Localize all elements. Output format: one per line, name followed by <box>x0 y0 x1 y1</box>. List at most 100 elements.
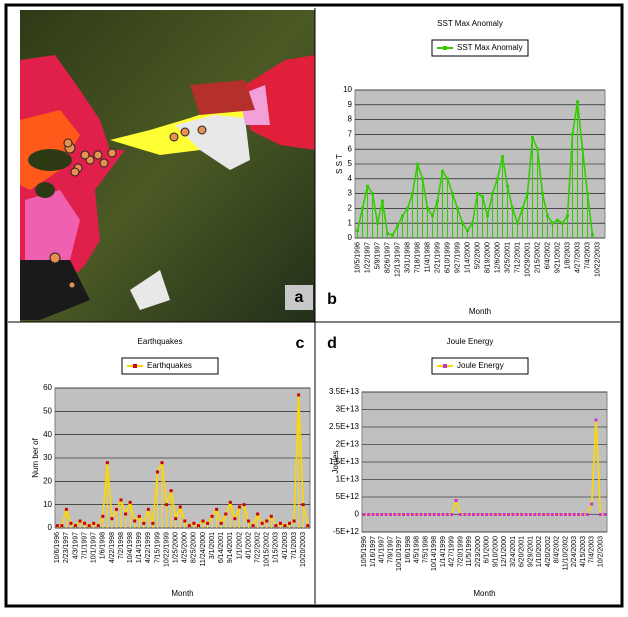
marker <box>402 513 406 516</box>
marker <box>155 470 159 474</box>
x-tick-label: 6/1/2000 <box>484 536 491 563</box>
marker <box>376 221 379 225</box>
x-tick-label: 4/25/2000 <box>182 532 189 563</box>
marker <box>128 500 132 504</box>
marker <box>361 206 364 210</box>
x-tick-label: 4/3/1997 <box>72 532 79 559</box>
marker <box>542 513 546 516</box>
heat-region <box>190 80 255 115</box>
marker <box>536 147 539 151</box>
y-tick-label: 5E+12 <box>336 492 360 501</box>
x-tick-label: 10/29/2001 <box>524 242 531 277</box>
y-tick-label: -5E+12 <box>333 527 360 536</box>
marker <box>454 499 458 502</box>
x-tick-label: 9/21/2002 <box>554 242 561 273</box>
marker <box>590 502 594 506</box>
marker <box>375 513 379 516</box>
y-tick-label: 3E+13 <box>336 405 360 414</box>
x-tick-label: 10/1/1997 <box>91 532 98 563</box>
marker <box>386 232 389 236</box>
marker <box>451 192 454 196</box>
y-tick-label: 2 <box>348 204 353 213</box>
island <box>28 149 72 171</box>
marker <box>401 214 404 218</box>
marker <box>531 135 534 139</box>
marker <box>581 513 585 516</box>
marker <box>169 489 173 493</box>
legend-label: Joule Energy <box>457 361 504 370</box>
marker <box>366 184 369 188</box>
marker <box>151 521 155 525</box>
marker <box>426 206 429 210</box>
marker <box>256 512 260 516</box>
marker <box>446 177 449 181</box>
marker <box>507 513 511 516</box>
x-tick-label: 4/27/2003 <box>574 242 581 273</box>
y-tick-label: 1.5E+13 <box>329 457 360 466</box>
marker <box>78 519 82 523</box>
x-tick-label: 4/20/2002 <box>545 536 552 567</box>
marker <box>178 505 182 509</box>
marker <box>215 507 219 511</box>
x-tick-label: 1/8/2003 <box>564 242 571 269</box>
marker <box>119 498 123 502</box>
marker <box>528 513 532 516</box>
marker <box>506 184 509 188</box>
marker <box>493 513 497 516</box>
x-tick-label: 5/9/1997 <box>374 242 381 269</box>
legend-box <box>431 39 529 57</box>
marker <box>441 169 444 173</box>
marker <box>265 519 269 523</box>
marker <box>516 221 519 225</box>
heat-region <box>25 190 80 280</box>
x-tick-label: 10/15/2002 <box>264 532 271 567</box>
marker <box>594 418 598 422</box>
marker <box>69 521 73 525</box>
x-tick-label: 1/6/1998 <box>100 532 107 559</box>
marker <box>297 393 301 397</box>
marker <box>393 513 397 516</box>
x-tick-label: 10/10/1997 <box>396 536 403 571</box>
y-tick-label: 0 <box>355 510 360 519</box>
marker <box>233 517 237 521</box>
marker <box>576 100 579 104</box>
marker <box>367 513 371 516</box>
x-tick-label: 4/5/1998 <box>414 536 421 563</box>
marker <box>283 524 287 528</box>
marker <box>541 192 544 196</box>
marker <box>498 513 502 516</box>
marker <box>301 503 305 507</box>
marker <box>461 221 464 225</box>
x-tick-label: 9/10/2000 <box>492 536 499 567</box>
marker <box>431 214 434 218</box>
y-axis-label: Num ber of <box>31 437 40 477</box>
x-tick-label: 10/14/1998 <box>431 536 438 571</box>
y-tick-label: 7 <box>348 130 353 139</box>
x-tick-label: 1/14/1999 <box>136 532 143 563</box>
y-tick-label: 10 <box>43 500 52 509</box>
marker <box>381 199 384 203</box>
x-tick-label: 6/20/2001 <box>519 536 526 567</box>
marker <box>421 177 424 181</box>
legend-label: SST Max Anomaly <box>457 43 523 52</box>
x-tick-label: 5/2/2000 <box>474 242 481 269</box>
x-tick-label: 10/20/2003 <box>300 532 307 567</box>
marker <box>491 192 494 196</box>
x-tick-label: 9/29/2001 <box>527 536 534 567</box>
x-tick-label: 12/1/2000 <box>501 536 508 567</box>
dark-region <box>20 260 90 320</box>
x-tick-label: 7/18/1998 <box>414 242 421 273</box>
marker <box>572 513 576 516</box>
x-tick-label: 7/1/1997 <box>81 532 88 559</box>
x-tick-label: 2/24/2003 <box>571 536 578 567</box>
marker <box>356 229 359 233</box>
marker <box>251 524 255 528</box>
marker <box>247 519 251 523</box>
x-axis-label: Month <box>469 307 491 316</box>
x-tick-label: 6/4/2002 <box>544 242 551 269</box>
x-tick-label: 7/9/1997 <box>387 536 394 563</box>
x-tick-label: 8/26/1997 <box>384 242 391 273</box>
panel-label: d <box>327 335 337 352</box>
marker <box>410 513 414 516</box>
marker <box>423 513 427 516</box>
